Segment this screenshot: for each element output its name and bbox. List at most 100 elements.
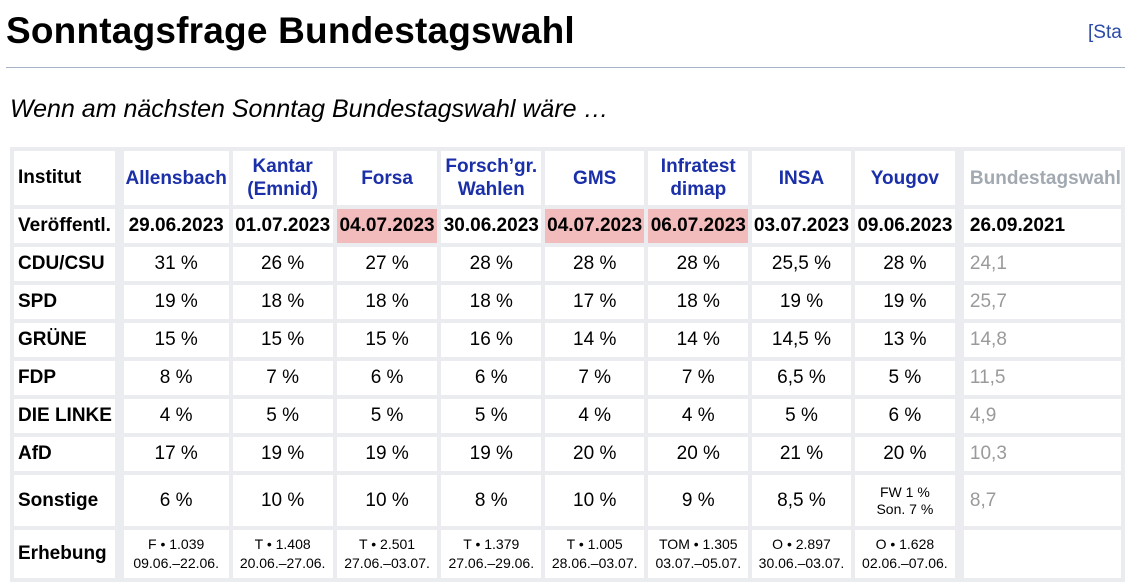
institute-header-gms[interactable]: GMS xyxy=(545,151,645,205)
cell-value: 6,5 % xyxy=(752,361,851,395)
row-label: GRÜNE xyxy=(14,323,115,357)
row-label: Erhebung xyxy=(14,530,115,578)
column-separator xyxy=(118,361,120,395)
party-row-gruene: GRÜNE 15 % 15 % 15 % 16 % 14 % 14 % 14,5… xyxy=(14,323,1121,357)
cell-published-allensbach: 29.06.2023 xyxy=(123,209,229,243)
column-separator xyxy=(959,437,960,471)
cell-value: 17 % xyxy=(545,285,645,319)
institute-header-forschungsgruppe-wahlen[interactable]: Forsch’gr. Wahlen xyxy=(441,151,542,205)
cell-published-kantar: 01.07.2023 xyxy=(232,209,333,243)
sample-size: T • 1.005 xyxy=(566,536,623,552)
column-separator xyxy=(959,530,960,578)
cell-published-gms: 04.07.2023 xyxy=(545,209,645,243)
cell-value: 19 % xyxy=(232,437,333,471)
cell-value: 18 % xyxy=(232,285,333,319)
row-label: DIE LINKE xyxy=(14,399,115,433)
institute-header-kantar[interactable]: Kantar (Emnid) xyxy=(232,151,333,205)
institute-header-allensbach[interactable]: Allensbach xyxy=(123,151,229,205)
cell-election-value: 14,8 xyxy=(963,323,1121,357)
survey-period: 27.06.–29.06. xyxy=(448,555,535,571)
cell-erhebung: TOM • 1.305 03.07.–05.07. xyxy=(648,530,749,578)
cell-value: 26 % xyxy=(232,247,333,281)
party-row-cdu: CDU/CSU 31 % 26 % 27 % 28 % 28 % 28 % 25… xyxy=(14,247,1121,281)
cell-son-value: Son. 7 % xyxy=(876,500,934,517)
cell-value: 4 % xyxy=(545,399,645,433)
cell-value: 4 % xyxy=(648,399,749,433)
cell-value: 18 % xyxy=(441,285,542,319)
institute-header-yougov[interactable]: Yougov xyxy=(854,151,956,205)
cell-value: 10 % xyxy=(336,475,438,526)
cell-election-value: 11,5 xyxy=(963,361,1121,395)
cell-value: 19 % xyxy=(441,437,542,471)
election-header[interactable]: Bundestagswahl xyxy=(963,151,1121,205)
party-row-spd: SPD 19 % 18 % 18 % 18 % 17 % 18 % 19 % 1… xyxy=(14,285,1121,319)
column-separator xyxy=(118,247,120,281)
cell-value: 21 % xyxy=(752,437,851,471)
institute-header-insa[interactable]: INSA xyxy=(752,151,851,205)
survey-period: 09.06.–22.06. xyxy=(133,555,219,571)
cell-value: 18 % xyxy=(336,285,438,319)
cell-published-infratest: 06.07.2023 xyxy=(648,209,749,243)
table-subtitle: Wenn am nächsten Sonntag Bundestagswahl … xyxy=(10,95,609,123)
survey-period: 03.07.–05.07. xyxy=(655,555,742,571)
cell-value: 8,5 % xyxy=(752,475,851,526)
party-row-linke: DIE LINKE 4 % 5 % 5 % 5 % 4 % 4 % 5 % 6 … xyxy=(14,399,1121,433)
row-label: Sonstige xyxy=(14,475,115,526)
cell-value: 6 % xyxy=(854,399,956,433)
cell-value: 8 % xyxy=(441,475,542,526)
cell-value: 25,5 % xyxy=(752,247,851,281)
party-row-afd: AfD 17 % 19 % 19 % 19 % 20 % 20 % 21 % 2… xyxy=(14,437,1121,471)
column-separator xyxy=(118,437,120,471)
column-separator xyxy=(118,285,120,319)
cell-value: 28 % xyxy=(648,247,749,281)
cell-value: 5 % xyxy=(232,399,333,433)
row-label: AfD xyxy=(14,437,115,471)
party-row-fdp: FDP 8 % 7 % 6 % 6 % 7 % 7 % 6,5 % 5 % 11… xyxy=(14,361,1121,395)
cell-value: 19 % xyxy=(336,437,438,471)
cell-erhebung: T • 2.501 27.06.–03.07. xyxy=(336,530,438,578)
sample-size: F • 1.039 xyxy=(148,536,205,552)
cell-erhebung: T • 1.005 28.06.–03.07. xyxy=(545,530,645,578)
column-separator xyxy=(959,209,960,243)
column-separator xyxy=(118,209,120,243)
sample-size: TOM • 1.305 xyxy=(659,536,738,552)
erhebung-row: Erhebung F • 1.039 09.06.–22.06. T • 1.40… xyxy=(14,530,1121,578)
cell-value: 10 % xyxy=(232,475,333,526)
cell-value: 31 % xyxy=(123,247,229,281)
cell-election-empty xyxy=(963,530,1121,578)
column-separator xyxy=(959,285,960,319)
cell-value: 5 % xyxy=(752,399,851,433)
cell-value: 28 % xyxy=(545,247,645,281)
column-separator xyxy=(959,323,960,357)
cell-value: 8 % xyxy=(123,361,229,395)
cell-value: 6 % xyxy=(336,361,438,395)
column-separator xyxy=(118,151,120,205)
institute-header-infratest-dimap[interactable]: Infratest dimap xyxy=(648,151,749,205)
page-title: Sonntagsfrage Bundestagswahl xyxy=(6,10,575,51)
cell-value: 14 % xyxy=(545,323,645,357)
cell-value: 28 % xyxy=(441,247,542,281)
cell-value: 19 % xyxy=(752,285,851,319)
survey-period: 20.06.–27.06. xyxy=(239,555,326,571)
survey-period: 27.06.–03.07. xyxy=(344,555,430,571)
column-separator xyxy=(118,475,120,526)
sample-size: T • 1.408 xyxy=(254,536,311,552)
cell-election-value: 4,9 xyxy=(963,399,1121,433)
cell-value: 17 % xyxy=(123,437,229,471)
cell-value: 9 % xyxy=(648,475,749,526)
survey-period: 28.06.–03.07. xyxy=(551,555,638,571)
published-row: Veröffentl. 29.06.2023 01.07.2023 04.07.… xyxy=(14,209,1121,243)
cell-value: 14,5 % xyxy=(752,323,851,357)
column-separator xyxy=(959,475,960,526)
cell-erhebung: O • 2.897 30.06.–03.07. xyxy=(752,530,851,578)
cell-value: 10 % xyxy=(545,475,645,526)
cell-published-election: 26.09.2021 xyxy=(963,209,1121,243)
column-separator xyxy=(959,151,960,205)
institute-header-forsa[interactable]: Forsa xyxy=(336,151,438,205)
row-label: Veröffentl. xyxy=(14,209,115,243)
cell-value: 16 % xyxy=(441,323,542,357)
cell-election-value: 8,7 xyxy=(963,475,1121,526)
cell-value: 15 % xyxy=(123,323,229,357)
statistics-link[interactable]: [Sta xyxy=(1088,22,1122,43)
cell-election-value: 25,7 xyxy=(963,285,1121,319)
